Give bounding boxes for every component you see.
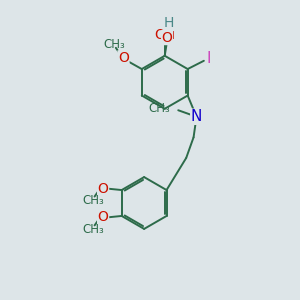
Text: CH₃: CH₃ (104, 38, 126, 51)
Text: OH: OH (154, 28, 175, 42)
Text: H: H (164, 16, 174, 30)
Text: CH₃: CH₃ (148, 102, 170, 115)
Text: I: I (207, 51, 211, 66)
Text: CH₃: CH₃ (82, 194, 104, 207)
Text: O: O (162, 31, 172, 44)
Text: CH₃: CH₃ (82, 223, 104, 236)
Text: O: O (98, 182, 109, 196)
Text: O: O (118, 51, 129, 65)
Text: O: O (98, 210, 109, 224)
Text: N: N (191, 109, 202, 124)
